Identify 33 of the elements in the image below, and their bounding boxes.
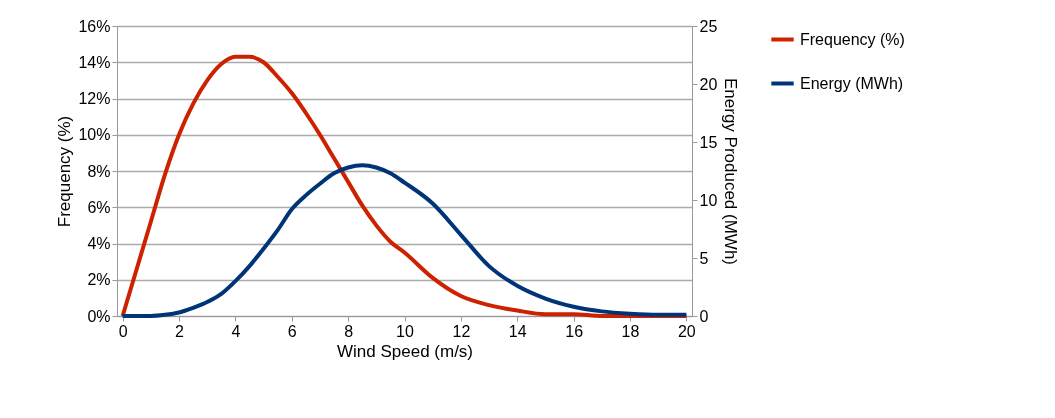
x-tick-label: 4 <box>231 322 241 340</box>
y-tick-label: 10% <box>78 126 111 144</box>
y-tick-label: 6% <box>87 198 111 216</box>
y2-tick-label: 0 <box>699 307 709 325</box>
x-tick-label: 10 <box>396 322 414 340</box>
legend-label: Frequency (%) <box>800 30 905 48</box>
x-tick-label: 20 <box>677 322 696 340</box>
y-tick-label: 2% <box>87 271 111 289</box>
y2-tick-label: 5 <box>699 249 709 267</box>
x-tick-label: 14 <box>508 322 527 340</box>
y2-tick-label: 25 <box>699 17 718 35</box>
line-series <box>120 163 689 318</box>
y2-axis-title: Energy Produced (MWh) <box>721 77 741 266</box>
y-tick-label: 12% <box>78 90 111 107</box>
x-tick-label: 8 <box>344 322 354 340</box>
x-axis-title: Wind Speed (m/s) <box>336 341 474 361</box>
y-axis-title: Frequency (%) <box>55 115 75 228</box>
y-tick-label: 0% <box>87 307 111 325</box>
x-tick-label: 16 <box>565 322 584 340</box>
y-tick-label: 14% <box>78 53 111 71</box>
x-tick-label: 0 <box>118 322 128 340</box>
y2-tick-label: 15 <box>699 133 718 151</box>
y-tick-label: 16% <box>78 17 111 35</box>
y-tick-label: 8% <box>87 162 111 180</box>
x-tick-label: 2 <box>175 322 185 340</box>
x-tick-label: 18 <box>621 322 640 340</box>
line-series <box>120 54 689 318</box>
y2-tick-label: 10 <box>699 191 718 209</box>
y2-tick-label: 20 <box>699 75 718 93</box>
y-tick-label: 4% <box>87 235 111 252</box>
x-tick-label: 6 <box>287 322 297 340</box>
legend-label: Energy (MWh) <box>800 74 904 92</box>
x-tick-label: 12 <box>452 322 471 340</box>
